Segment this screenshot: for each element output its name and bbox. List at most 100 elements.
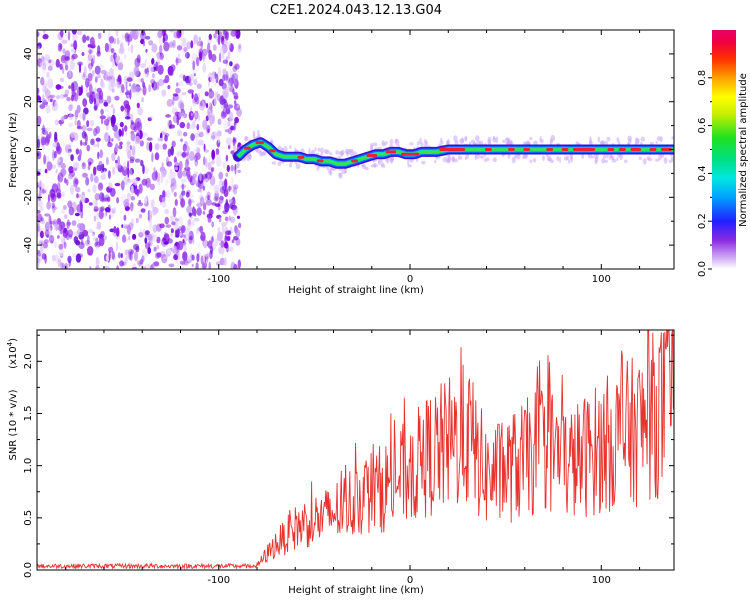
noise-speckle xyxy=(196,40,203,47)
noise-speckle xyxy=(178,160,183,171)
noise-speckle xyxy=(234,78,239,89)
noise-speckle xyxy=(183,46,189,52)
ridge-halo xyxy=(475,135,480,142)
noise-speckle xyxy=(42,30,46,34)
noise-speckle xyxy=(61,141,66,149)
noise-speckle xyxy=(42,56,46,67)
noise-speckle xyxy=(42,34,49,40)
noise-speckle xyxy=(141,96,144,103)
noise-speckle xyxy=(208,88,213,92)
noise-speckle xyxy=(155,170,158,180)
noise-speckle xyxy=(157,144,163,150)
noise-speckle xyxy=(56,217,61,225)
noise-speckle xyxy=(120,105,125,112)
noise-speckle xyxy=(164,126,167,135)
noise-speckle xyxy=(57,235,60,239)
noise-speckle xyxy=(131,266,138,269)
noise-speckle xyxy=(162,33,168,42)
noise-speckle xyxy=(211,159,215,165)
noise-speckle xyxy=(52,149,55,159)
noise-speckle xyxy=(80,139,83,147)
noise-speckle xyxy=(97,182,104,191)
noise-speckle xyxy=(87,43,92,48)
noise-speckle xyxy=(228,215,231,222)
noise-speckle xyxy=(125,81,128,91)
ridge-halo xyxy=(308,148,311,155)
ridge-halo xyxy=(492,135,496,141)
noise-speckle xyxy=(218,66,222,77)
noise-speckle xyxy=(183,234,187,238)
noise-speckle xyxy=(145,48,148,53)
noise-speckle xyxy=(237,259,241,269)
noise-speckle xyxy=(50,188,53,196)
noise-speckle xyxy=(37,31,40,37)
noise-speckle xyxy=(183,131,188,137)
noise-speckle xyxy=(148,218,153,230)
noise-speckle xyxy=(119,260,125,267)
noise-speckle xyxy=(75,148,80,155)
noise-speckle xyxy=(224,31,229,41)
y-tick-label: 1.0 xyxy=(23,458,34,474)
noise-speckle xyxy=(123,214,127,221)
noise-speckle xyxy=(75,253,82,263)
noise-speckle xyxy=(210,167,215,172)
noise-speckle xyxy=(168,263,175,268)
noise-speckle xyxy=(182,170,188,177)
noise-speckle xyxy=(60,116,65,123)
noise-speckle xyxy=(233,124,236,131)
noise-speckle xyxy=(40,188,45,194)
ridge-halo xyxy=(439,140,444,145)
noise-speckle xyxy=(49,94,56,98)
noise-speckle xyxy=(186,122,191,130)
noise-speckle xyxy=(136,87,142,92)
noise-speckle xyxy=(100,69,107,75)
noise-speckle xyxy=(181,183,185,191)
ridge-halo xyxy=(671,136,674,140)
noise-speckle xyxy=(70,43,74,48)
noise-speckle xyxy=(218,217,222,223)
noise-speckle xyxy=(43,154,47,165)
noise-speckle xyxy=(203,156,206,166)
noise-speckle xyxy=(109,207,115,218)
noise-speckle xyxy=(90,173,94,183)
noise-speckle xyxy=(77,86,80,97)
noise-speckle xyxy=(57,258,62,268)
noise-speckle xyxy=(132,233,137,240)
noise-speckle xyxy=(68,113,73,121)
noise-speckle xyxy=(160,32,163,37)
noise-speckle xyxy=(91,70,95,77)
y-tick-label: 0.5 xyxy=(23,510,34,526)
colorbar-ticks: 0.0 0.2 0.4 0.6 0.8 xyxy=(697,53,712,277)
noise-speckle xyxy=(117,252,121,259)
noise-speckle xyxy=(129,145,132,151)
noise-speckle xyxy=(137,106,143,116)
noise-speckle xyxy=(199,171,202,182)
noise-speckle xyxy=(225,154,229,162)
ridge-halo xyxy=(475,153,480,160)
ridge-halo xyxy=(433,160,437,164)
noise-speckle xyxy=(174,234,180,238)
noise-speckle xyxy=(230,125,235,131)
noise-speckle xyxy=(172,207,177,218)
noise-speckle xyxy=(164,216,170,225)
noise-speckle xyxy=(148,141,153,152)
noise-speckle xyxy=(95,245,99,251)
noise-speckle xyxy=(197,114,200,122)
noise-speckle xyxy=(37,197,41,202)
ridge-halo xyxy=(259,150,264,157)
noise-speckle xyxy=(109,187,116,197)
noise-speckle xyxy=(136,54,141,64)
noise-speckle xyxy=(39,61,47,68)
noise-speckle xyxy=(213,196,219,202)
noise-speckle xyxy=(100,118,104,125)
noise-speckle xyxy=(147,117,152,122)
ridge-halo xyxy=(616,157,619,162)
noise-speckle xyxy=(177,169,183,179)
noise-speckle xyxy=(95,199,98,207)
noise-speckle xyxy=(142,85,147,96)
noise-speckle xyxy=(50,98,53,103)
noise-speckle xyxy=(37,87,40,95)
noise-speckle xyxy=(172,96,175,106)
colorbar-tick-label: 0.6 xyxy=(697,118,708,134)
noise-speckle xyxy=(206,191,211,200)
